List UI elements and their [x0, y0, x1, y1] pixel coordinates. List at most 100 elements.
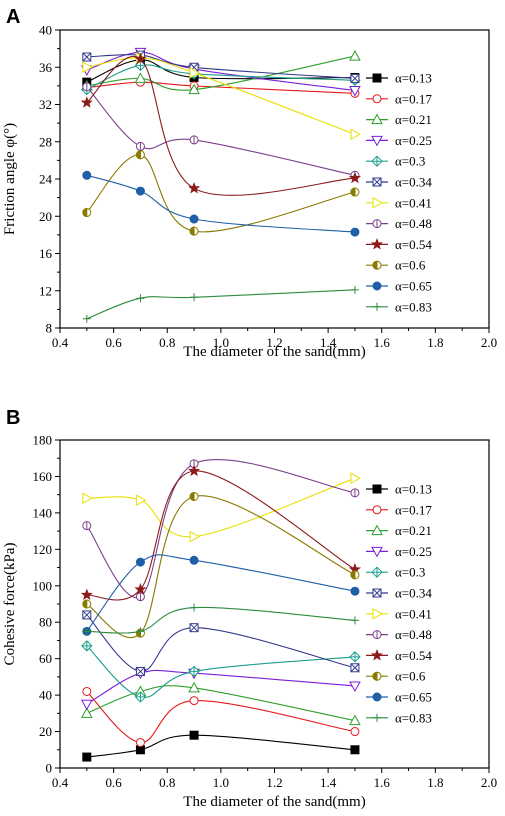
panel-b-legend-item: α=0.13 — [366, 482, 432, 497]
panel-a-legend-swatch-marker-cross — [372, 156, 382, 167]
panel-a-legend-swatch-marker-half — [372, 260, 378, 270]
panel-b-legend-swatch-marker — [370, 649, 384, 661]
panel-b-series-10-point — [189, 491, 199, 501]
panel-b-series-6-point-x — [189, 623, 199, 633]
panel-a-series-9-line — [86, 55, 355, 196]
panel-b-series-6-point — [82, 610, 92, 620]
panel-b-x-tick-label: 0.4 — [52, 775, 69, 790]
panel-a-series-11-point — [350, 227, 360, 237]
panel-a-series-10-point — [189, 226, 199, 236]
panel-a-series-6-point-x — [350, 74, 360, 83]
panel-b-x-tick-label: 0.8 — [159, 775, 175, 790]
panel-b-x-tick-label: 1.0 — [213, 775, 229, 790]
panel-a-series-12-point — [136, 294, 145, 303]
panel-a-series-12 — [82, 285, 359, 323]
panel-a-y-tick-label: 24 — [39, 172, 53, 187]
panel-a-series-11-point — [82, 170, 92, 180]
panel-b-series-12-point — [190, 603, 199, 612]
panel-a-legend-label: α=0.21 — [395, 112, 432, 127]
panel-a-legend-item: α=0.41 — [366, 195, 432, 210]
panel-b-y-tick-label: 180 — [33, 433, 53, 448]
panel-a-legend-swatch-marker — [373, 302, 381, 311]
panel-a-series-7-line — [86, 57, 356, 135]
panel-b-series-5-point — [349, 651, 361, 663]
panel-b-legend-swatch-marker — [371, 524, 383, 536]
panel-a-y-tick-label: 8 — [46, 321, 53, 336]
panel-b-series-6-point-x — [82, 610, 92, 620]
panel-b-legend-swatch-marker — [372, 671, 382, 681]
panel-b-legend-swatch-marker — [371, 566, 383, 578]
panel-b-legend-item: α=0.17 — [366, 502, 432, 517]
panel-a-legend-label: α=0.65 — [395, 279, 432, 294]
panel-b-series-4-point — [80, 699, 93, 711]
panel-b-series-11-point — [189, 555, 199, 565]
panel-b-legend-label: α=0.13 — [395, 482, 432, 497]
panel-a-series-10-point-half — [82, 208, 88, 218]
panel-a-series-5-point-cross — [135, 60, 146, 71]
panel-b-series-5-point-cross — [81, 640, 92, 651]
panel-b-x-tick-label: 2.0 — [481, 775, 497, 790]
panel-b-legend-swatch-marker-half — [372, 671, 378, 681]
panel-a-series-8-point — [135, 141, 145, 151]
panel-a-series-9-point — [187, 181, 201, 194]
panel-b-series-5-point — [134, 691, 147, 703]
panel-a-y-tick-label: 40 — [39, 23, 52, 38]
panel-b-y-tick-label: 80 — [39, 615, 52, 630]
panel-b-series-7-point — [135, 494, 147, 506]
panel-b-series-6-line — [86, 614, 356, 672]
panel-a-series-9-point — [80, 96, 93, 108]
panel-b-series-1-line — [86, 734, 355, 758]
panel-a-legend-swatch-marker — [372, 260, 382, 270]
panel-b-legend-label: α=0.34 — [395, 586, 432, 601]
panel-b-series-4-line — [86, 669, 355, 705]
panel-b-series-10-point-half — [350, 570, 356, 580]
panel-b-series-6-point — [350, 663, 360, 673]
panel-b-legend-swatch-marker-x — [372, 588, 382, 598]
panel-b-series-9-line — [86, 470, 356, 601]
panel-b-series-1 — [82, 730, 360, 762]
panel-a-legend-swatch-marker-x — [372, 177, 382, 187]
panel-b-series-6-point — [189, 623, 199, 633]
panel-a-legend-swatch-marker — [372, 196, 384, 209]
panel-a-series-9 — [80, 52, 362, 196]
panel-b-series-1-point — [189, 730, 199, 740]
panel-b-series-8-point — [82, 521, 92, 531]
panel-a-series-3-point — [134, 72, 147, 83]
panel-b-y-tick-label: 60 — [39, 651, 52, 666]
panel-a-series-8-point — [82, 82, 92, 92]
panel-a-y-tick-label: 36 — [39, 60, 53, 75]
panel-b-x-tick-label: 0.6 — [106, 775, 123, 790]
panel-b-series-3-line — [86, 685, 356, 722]
panel-a-y-tick-label: 28 — [39, 134, 52, 149]
panel-a-series-2 — [82, 77, 360, 98]
panel-b-legend-item: α=0.65 — [366, 690, 432, 705]
panel-b-legend-label: α=0.54 — [395, 648, 432, 663]
panel-b-x-tick-label: 1.8 — [427, 775, 443, 790]
panel-a-legend-label: α=0.41 — [395, 195, 432, 210]
panel-b-series-2-point — [350, 727, 360, 737]
panel-b-y-tick-label: 20 — [39, 724, 52, 739]
panel-a-series-11-point — [189, 214, 199, 224]
panel-b-legend-label: α=0.65 — [395, 690, 432, 705]
panel-a-series-6-line — [86, 54, 355, 79]
panel-b-series-1-point — [350, 745, 360, 755]
panel-b-series-7 — [82, 472, 361, 543]
panel-b-y-tick-label: 140 — [33, 505, 53, 520]
panel-b-y-tick-label: 0 — [46, 761, 53, 776]
panel-a-legend-swatch-marker — [370, 238, 384, 250]
panel-a-series-6-point — [350, 73, 360, 83]
panel-a-series-10-point-half — [350, 187, 356, 197]
panel-a-series-8 — [82, 82, 360, 180]
panel-a-legend-item: α=0.3 — [366, 154, 425, 169]
panel-a-series-9-point — [348, 171, 362, 184]
panel-a-series-11 — [82, 170, 360, 237]
panel-b-series-10-point-half — [82, 599, 88, 609]
panel-b-x-tick-label: 1.6 — [374, 775, 391, 790]
panel-a-series-3-point — [188, 83, 200, 95]
panel-a-series-7-point — [189, 66, 201, 79]
panel-b-series-5-point-cross — [135, 691, 146, 702]
panel-a-series-2-line — [86, 81, 355, 94]
panel-b-series-8 — [82, 459, 360, 602]
panel-a-legend-swatch-marker — [371, 135, 383, 147]
